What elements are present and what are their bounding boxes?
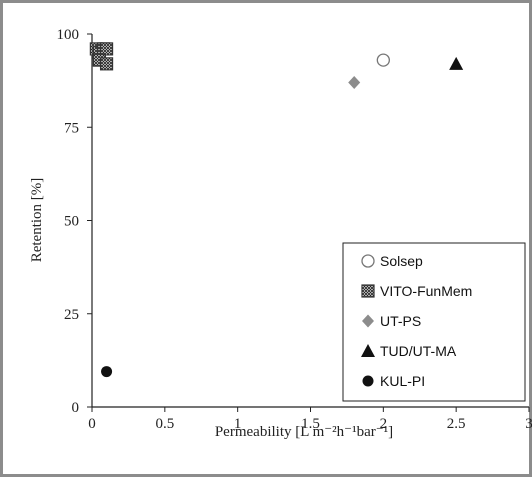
data-point-vito-funmem [101,58,113,70]
x-tick-label: 2.5 [447,416,466,432]
data-point-vito-funmem [101,43,113,55]
y-tick-label: 50 [64,214,79,230]
x-tick-label: 3 [525,416,532,432]
x-axis-title: Permeability [L m⁻²h⁻¹bar⁻¹] [215,424,393,440]
x-tick-label: 0.5 [155,416,174,432]
data-point-kul-pi [101,366,112,377]
legend-marker-vito-funmem [362,285,374,297]
y-axis-title: Retention [%] [29,178,45,263]
y-tick-label: 0 [72,400,80,416]
legend-marker-solsep [362,255,374,267]
data-point-tud-ut-ma [449,57,463,70]
y-tick-label: 25 [64,307,79,323]
legend-label-tud-ut-ma: TUD/UT-MA [380,343,457,359]
y-tick-label: 75 [64,120,79,136]
legend-label-kul-pi: KUL-PI [380,373,425,389]
legend: Solsep VITO-FunMem UT-PS TUD/UT-MA KUL-PI [343,243,525,401]
legend-label-vito-funmem: VITO-FunMem [380,283,472,299]
x-tick-label: 0 [88,416,96,432]
legend-label-solsep: Solsep [380,253,423,269]
data-point-ut-ps [348,76,360,89]
legend-marker-kul-pi [363,376,374,387]
y-tick-label: 100 [57,27,80,43]
legend-label-ut-ps: UT-PS [380,313,421,329]
data-point-solsep [377,54,389,66]
